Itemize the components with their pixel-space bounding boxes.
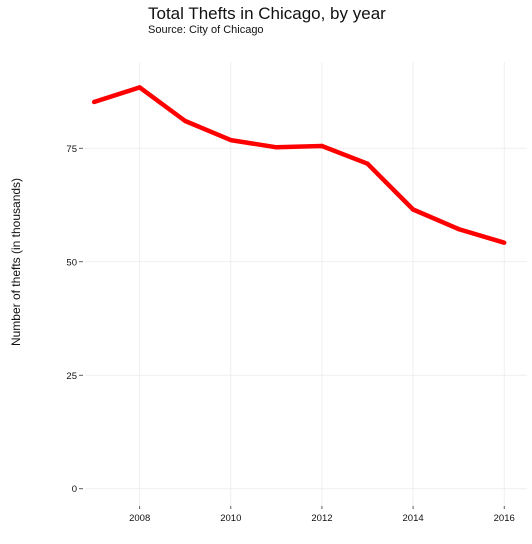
data-point-2010 (228, 137, 233, 143)
chart-subtitle: Source: City of Chicago (148, 24, 264, 36)
data-point-2012 (319, 143, 325, 149)
data-points (91, 85, 507, 245)
theft-series-line (93, 85, 505, 245)
data-point-2011 (274, 145, 279, 150)
y-tick-label: 0 (72, 484, 77, 495)
chart-title: Total Thefts in Chicago, by year (148, 4, 386, 23)
data-point-2014 (410, 207, 416, 212)
y-axis-title: Number of thefts (in thousands) (9, 178, 23, 346)
y-tick-label: 50 (66, 257, 77, 268)
x-tick-label: 2010 (220, 513, 241, 524)
grid-lines (85, 62, 527, 506)
data-point-2016 (502, 240, 507, 245)
data-point-2007 (91, 99, 97, 105)
data-point-2013 (365, 161, 370, 166)
x-tick-label: 2012 (311, 513, 332, 524)
data-series (93, 85, 505, 245)
data-point-2015 (456, 226, 461, 232)
x-tick-label: 2016 (494, 513, 515, 524)
x-tick-label: 2008 (129, 513, 150, 524)
data-point-2009 (183, 118, 188, 124)
x-tick-label: 2014 (403, 513, 424, 524)
y-tick-label: 75 (66, 144, 77, 155)
data-point-2008 (137, 85, 142, 90)
axis-ticks: 2008 2010 2012 2014 2016 0 25 50 75 (66, 144, 514, 524)
y-tick-label: 25 (66, 371, 77, 382)
